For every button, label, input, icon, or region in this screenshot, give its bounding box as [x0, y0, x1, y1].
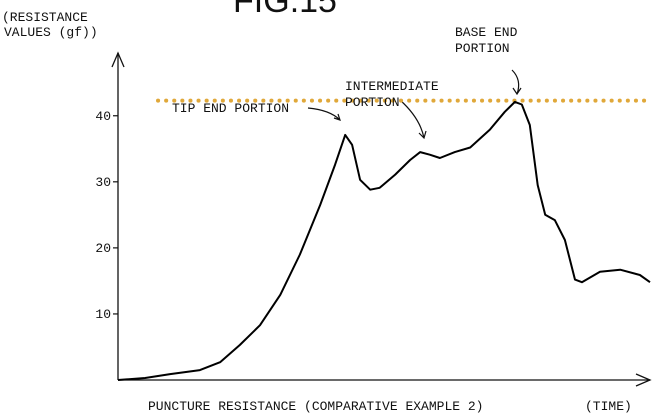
- y-tick-label: 30: [95, 175, 111, 190]
- x-axis-arrow: [635, 373, 652, 387]
- annotation: INTERMEDIATE: [345, 79, 439, 94]
- x-axis-end-label: (TIME): [585, 399, 632, 414]
- x-axis-label: PUNCTURE RESISTANCE (COMPARATIVE EXAMPLE…: [148, 399, 483, 414]
- y-tick-label: 20: [95, 241, 111, 256]
- data-line: [117, 100, 651, 381]
- arrow: [399, 99, 427, 140]
- arrow: [307, 107, 341, 121]
- y-tick-label: 10: [95, 307, 111, 322]
- y-axis-label: VALUES (gf)): [4, 25, 98, 40]
- annotation: BASE END: [455, 25, 518, 40]
- annotation: TIP END PORTION: [172, 101, 289, 116]
- annotation: PORTION: [345, 95, 400, 110]
- y-axis-label: (RESISTANCE: [2, 10, 88, 25]
- chart-title: FIG.15: [233, 0, 337, 20]
- annotation-arrows: [307, 69, 522, 140]
- y-axis-arrow: [111, 51, 125, 68]
- y-tick-label: 40: [95, 109, 111, 124]
- annotation: PORTION: [455, 41, 510, 56]
- arrow: [511, 69, 522, 96]
